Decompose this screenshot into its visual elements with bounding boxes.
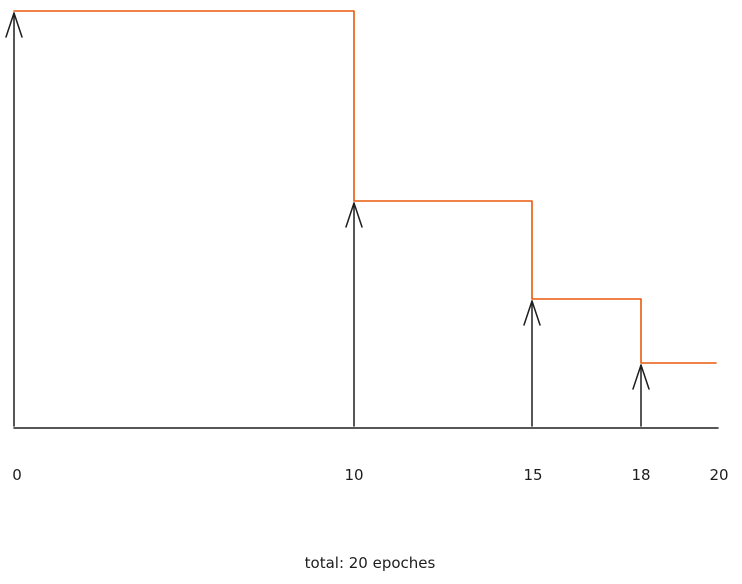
x-tick-label: 15 — [523, 466, 542, 484]
x-tick-label: 0 — [12, 466, 22, 484]
x-tick-labels: 0 10 15 18 20 — [12, 466, 728, 484]
milestone-arrow-18 — [632, 364, 650, 427]
x-tick-label: 10 — [344, 466, 363, 484]
milestone-arrow-15 — [523, 300, 541, 427]
step-line — [13, 10, 717, 364]
caption: total: 20 epoches — [305, 554, 436, 572]
milestone-arrow-10 — [345, 202, 363, 427]
milestone-arrow-0 — [5, 12, 23, 427]
milestone-arrows — [5, 12, 650, 427]
x-tick-label: 20 — [709, 466, 728, 484]
x-tick-label: 18 — [631, 466, 650, 484]
